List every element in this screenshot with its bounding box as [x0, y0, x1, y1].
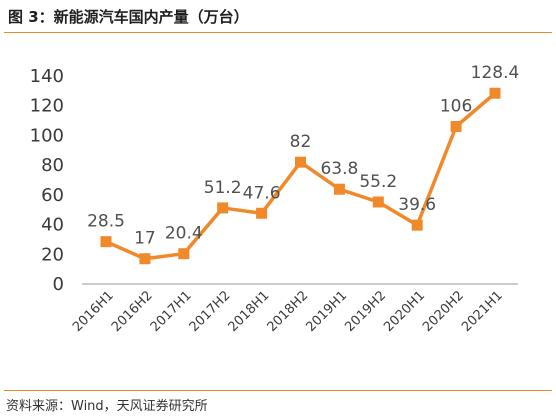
y-tick-label: 20: [41, 244, 64, 265]
data-value-label: 28.5: [87, 212, 125, 232]
x-tick-label: 2017H2: [187, 288, 234, 335]
data-value-label: 51.2: [204, 178, 242, 198]
data-point-marker: [411, 219, 423, 231]
data-point-marker: [256, 207, 268, 219]
data-value-label: 55.2: [359, 172, 397, 192]
x-tick-label: 2017H1: [148, 288, 195, 335]
title-rule: [4, 32, 552, 33]
x-tick-label: 2016H2: [109, 288, 156, 335]
data-value-label: 17: [134, 229, 156, 249]
data-point-marker: [139, 253, 151, 265]
y-tick-label: 80: [41, 155, 64, 176]
data-value-label: 20.4: [165, 224, 203, 244]
x-tick-label: 2019H1: [303, 288, 350, 335]
figure-title: 图 3：新能源汽车国内产量（万台）: [8, 8, 249, 26]
data-point-marker: [372, 196, 384, 208]
source-rule: [4, 390, 552, 391]
data-value-label: 63.8: [320, 159, 358, 179]
y-tick-label: 140: [30, 66, 64, 87]
x-tick-label: 2019H2: [342, 288, 389, 335]
data-point-marker: [295, 156, 306, 168]
x-tick-label: 2018H2: [265, 288, 312, 335]
data-point-marker: [333, 183, 345, 195]
data-value-label: 106: [440, 97, 472, 117]
y-tick-label: 120: [30, 96, 64, 117]
source-note: 资料来源：Wind，天风证券研究所: [6, 399, 208, 414]
data-value-label: 128.4: [471, 63, 520, 83]
y-tick-label: 40: [41, 215, 64, 236]
data-point-marker: [217, 202, 229, 214]
data-point-marker: [178, 248, 190, 260]
data-point-marker: [489, 87, 501, 99]
y-tick-label: 60: [41, 185, 64, 206]
data-value-label: 82: [290, 132, 312, 152]
data-value-label: 47.6: [243, 183, 281, 203]
y-tick-label: 100: [30, 125, 64, 146]
x-tick-label: 2020H1: [381, 288, 428, 335]
x-tick-label: 2020H2: [420, 288, 467, 335]
data-point-marker: [100, 236, 112, 248]
x-tick-label: 2018H1: [226, 288, 273, 335]
y-tick-label: 0: [53, 274, 64, 295]
x-tick-label: 2021H1: [459, 288, 506, 335]
data-value-label: 39.6: [398, 195, 436, 215]
x-tick-label: 2016H1: [70, 288, 117, 335]
data-point-marker: [450, 121, 462, 133]
